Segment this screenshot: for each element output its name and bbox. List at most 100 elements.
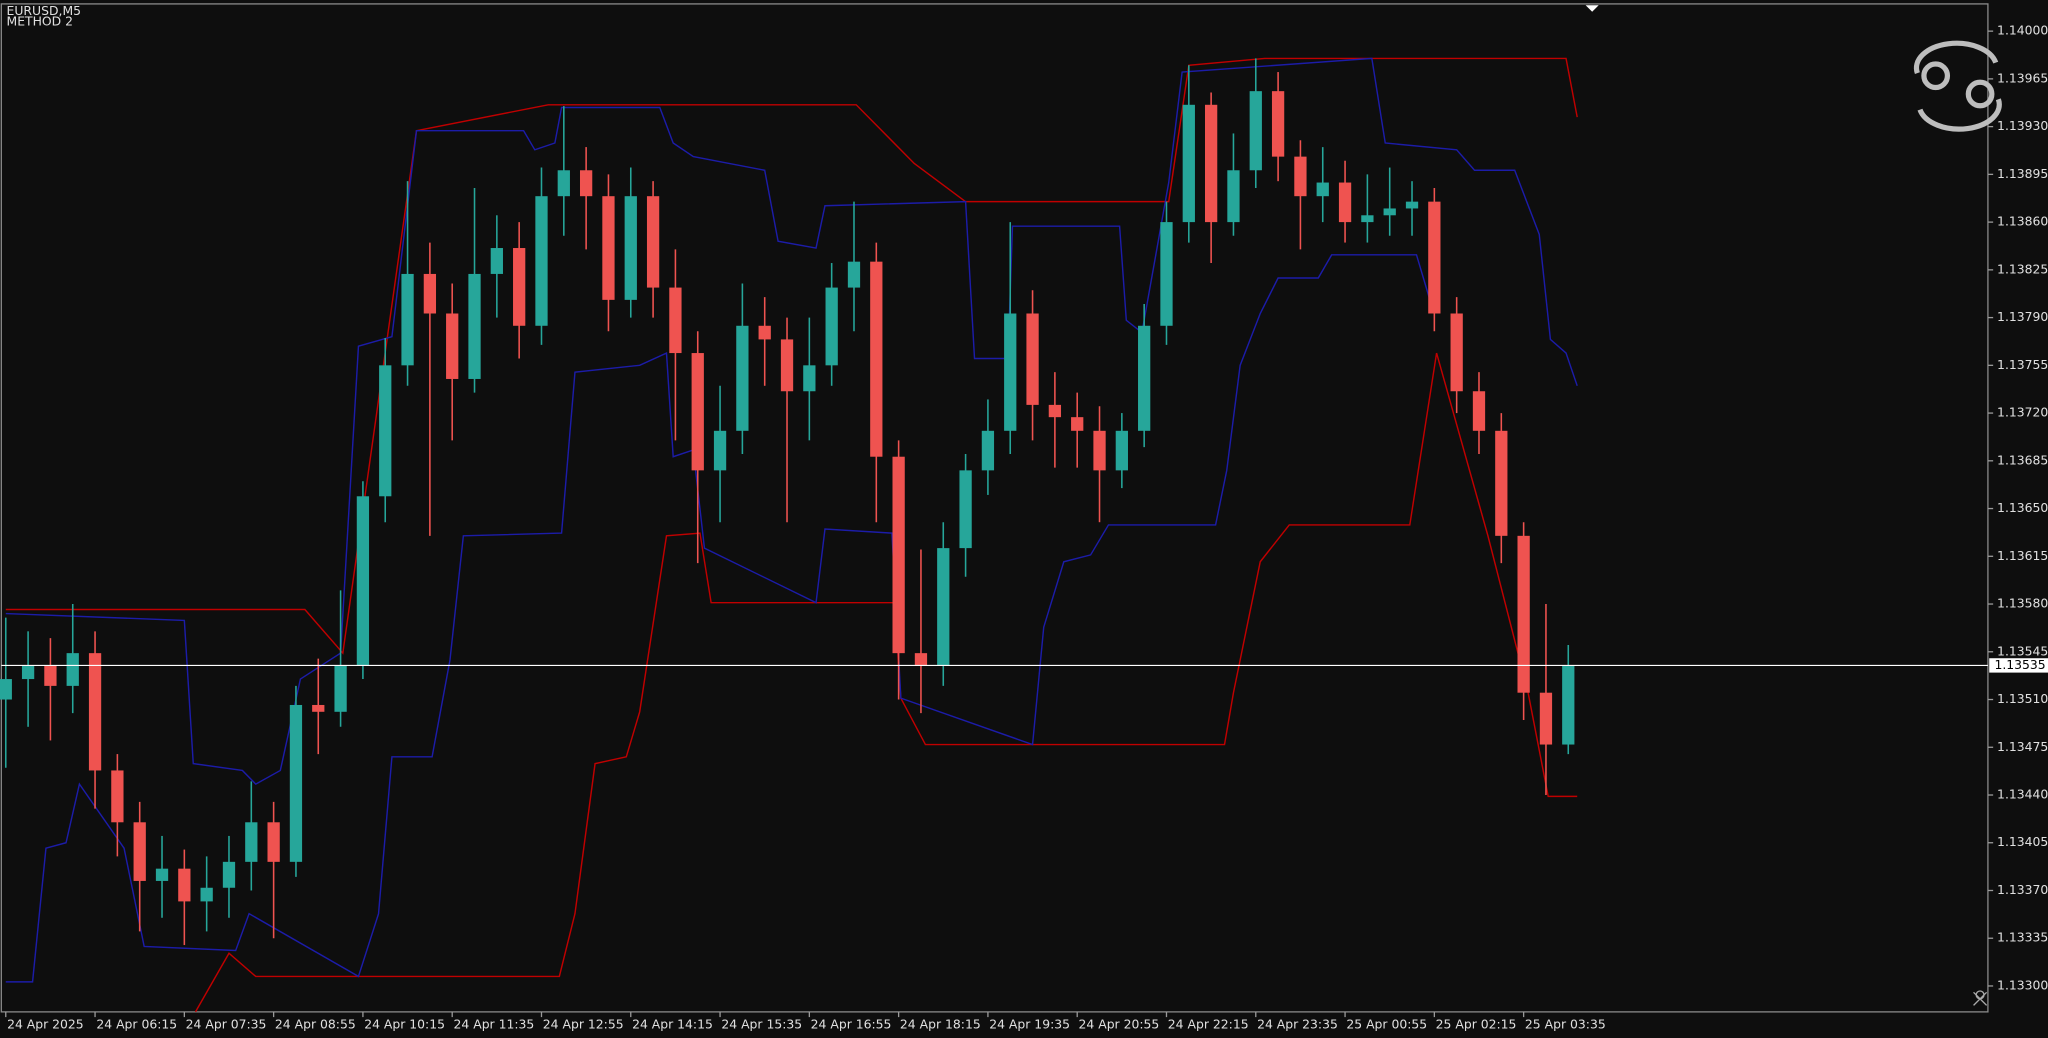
x-tick-label: 24 Apr 15:35: [721, 1016, 802, 1031]
candle-body: [713, 430, 727, 471]
y-tick-label: 1.13440: [1997, 787, 2048, 802]
candle-body: [1316, 182, 1329, 197]
x-tick-label: 24 Apr 12:55: [543, 1016, 624, 1031]
candle-body: [1115, 430, 1128, 471]
candle-body: [155, 868, 169, 881]
candle-body: [468, 273, 481, 379]
y-tick-label: 1.13475: [1997, 739, 2048, 754]
shift-marker: [1585, 5, 1599, 12]
y-tick-label: 1.13930: [1997, 118, 2048, 133]
candle-body: [1539, 692, 1553, 745]
candle-body: [111, 770, 124, 823]
y-tick-label: 1.13825: [1997, 261, 2048, 276]
candle-body: [825, 287, 838, 366]
candle-body: [379, 365, 392, 497]
candle-body: [267, 822, 280, 862]
candle-body: [200, 887, 213, 902]
x-tick-label: 24 Apr 19:35: [989, 1016, 1070, 1031]
y-tick-label: 1.13335: [1997, 930, 2048, 945]
y-tick-label: 1.13300: [1997, 977, 2048, 992]
candle-body: [736, 325, 749, 431]
candle-body: [1361, 215, 1374, 223]
candle-body: [446, 313, 459, 379]
candle-body: [1450, 313, 1463, 392]
x-tick-label: 24 Apr 11:35: [454, 1016, 535, 1031]
y-tick-label: 1.13685: [1997, 452, 2048, 467]
candle-body: [1004, 313, 1017, 431]
x-tick-label: 24 Apr 20:55: [1079, 1016, 1160, 1031]
x-tick-label: 24 Apr 07:35: [186, 1016, 267, 1031]
candle-body: [401, 273, 414, 366]
candle-body: [803, 365, 816, 392]
candle-body: [289, 704, 303, 862]
candle-body: [624, 196, 637, 300]
x-tick-label: 24 Apr 14:15: [632, 1016, 713, 1031]
candle-body: [245, 822, 258, 862]
y-tick-label: 1.13405: [1997, 834, 2048, 849]
y-tick-label: 1.13370: [1997, 882, 2048, 897]
x-tick-label: 25 Apr 02:15: [1436, 1016, 1517, 1031]
y-tick-label: 1.13790: [1997, 309, 2048, 324]
candle-body: [0, 679, 12, 700]
candle-body: [914, 653, 928, 666]
candle-layer: [0, 58, 1575, 946]
candle-body: [1160, 222, 1173, 326]
candle-body: [1517, 535, 1530, 693]
indicator-line: [5, 57, 1578, 785]
candle-body: [312, 704, 325, 712]
x-tick-label: 24 Apr 18:15: [900, 1016, 981, 1031]
x-tick-label: 24 Apr 2025: [7, 1016, 84, 1031]
candle-body: [1495, 430, 1508, 536]
x-tick-label: 24 Apr 16:55: [811, 1016, 892, 1031]
x-tick-label: 24 Apr 08:55: [275, 1016, 356, 1031]
candle-body: [66, 653, 79, 686]
candle-body: [1405, 201, 1419, 209]
candle-body: [1562, 665, 1575, 745]
candle-body: [133, 822, 146, 881]
indicator-line: [5, 57, 1578, 655]
candle-body: [1227, 170, 1240, 223]
indicator-line: [5, 254, 1431, 983]
candle-body: [602, 196, 615, 300]
x-tick-label: 25 Apr 03:35: [1525, 1016, 1606, 1031]
y-tick-label: 1.13895: [1997, 166, 2048, 181]
candle-body: [870, 261, 883, 457]
candle-body: [1204, 104, 1218, 223]
candle-body: [1093, 430, 1106, 471]
candle-body: [1182, 104, 1195, 223]
current-price-box: [1989, 658, 2048, 673]
logo-icon: [1913, 40, 2002, 132]
x-tick-label: 24 Apr 10:15: [364, 1016, 445, 1031]
chart-subtitle: METHOD 2: [7, 14, 74, 29]
corner-icon: [1973, 990, 1988, 1006]
y-tick-label: 1.13615: [1997, 548, 2048, 563]
y-tick-label: 1.13860: [1997, 214, 2048, 229]
y-tick-label: 1.13720: [1997, 405, 2048, 420]
chart-title: EURUSD,M5: [7, 3, 82, 18]
candle-body: [1472, 391, 1486, 431]
candle-body: [334, 665, 347, 712]
candle-body: [959, 470, 972, 549]
y-tick-label: 1.13965: [1997, 70, 2048, 85]
x-tick-label: 25 Apr 00:55: [1346, 1016, 1427, 1031]
candle-body: [579, 170, 593, 197]
candle-body: [356, 496, 370, 666]
candle-body: [847, 261, 861, 288]
candle-body: [691, 353, 704, 471]
candle-body: [1271, 91, 1285, 157]
candle-body: [535, 196, 548, 326]
candle-body: [892, 456, 905, 654]
candle-body: [1138, 325, 1151, 431]
current-price-label: 1.13535: [1994, 657, 2045, 672]
candle-body: [1294, 156, 1307, 197]
x-tick-label: 24 Apr 22:15: [1168, 1016, 1249, 1031]
candle-body: [1026, 313, 1039, 405]
indicator-layer: [5, 57, 1578, 1013]
candle-body: [646, 196, 660, 288]
candle-body: [513, 248, 526, 326]
candle-body: [1249, 91, 1262, 171]
candle-body: [44, 665, 57, 686]
